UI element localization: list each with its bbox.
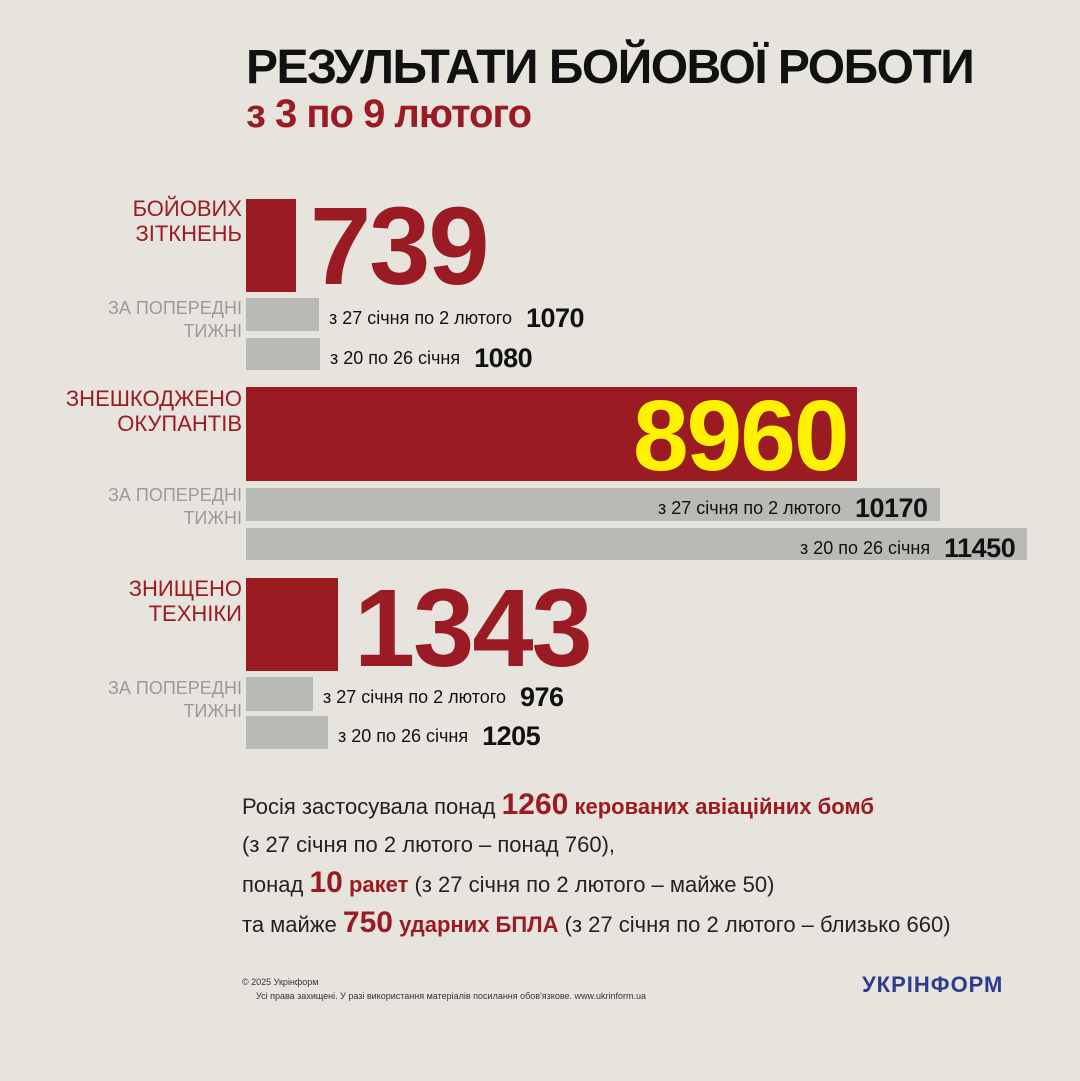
bar-previous-equipment-2 bbox=[246, 716, 328, 749]
bar-previous-clashes-1 bbox=[246, 298, 319, 331]
previous-value: 10170 bbox=[854, 493, 928, 523]
previous-entry-clashes-1: з 27 січня по 2 лютого 1070 bbox=[329, 303, 585, 333]
previous-period: з 20 по 26 січня bbox=[338, 726, 469, 746]
current-value-occupants: 8960 bbox=[633, 380, 849, 492]
summary-text: (з 27 січня по 2 лютого – майже 50) bbox=[408, 872, 775, 897]
previous-period: з 27 січня по 2 лютого bbox=[329, 308, 512, 328]
rights-text: Усі права захищені. У разі використання … bbox=[256, 991, 647, 1001]
summary-text: понад bbox=[242, 872, 310, 897]
previous-entry-occupants-2: з 20 по 26 січня 11450 bbox=[800, 533, 1016, 563]
category-label-clashes: БОЙОВИХ ЗІТКНЕНЬ bbox=[133, 196, 242, 246]
summary-highlight-missiles: ракет bbox=[342, 872, 409, 897]
summary-line-2: (з 27 січня по 2 лютого – понад 760), bbox=[242, 832, 616, 857]
current-value-clashes: 739 bbox=[310, 185, 490, 308]
page-subtitle: з 3 по 9 лютого bbox=[246, 92, 532, 136]
previous-label-line2: ТИЖНІ bbox=[183, 701, 242, 721]
category-label-line2: ЗІТКНЕНЬ bbox=[135, 221, 242, 246]
copyright-text: © 2025 Укрінформ bbox=[242, 977, 319, 987]
previous-value: 1080 bbox=[474, 343, 533, 373]
previous-value: 1070 bbox=[525, 303, 585, 333]
previous-period: з 20 по 26 січня bbox=[330, 348, 461, 368]
ukrinform-logo: УКРІНФОРМ bbox=[862, 972, 1004, 997]
bar-previous-occupants-1 bbox=[246, 488, 940, 521]
summary-line-3: понад 10 ракет (з 27 січня по 2 лютого –… bbox=[242, 864, 951, 904]
summary-line-4: та майже 750 ударних БПЛА (з 27 січня по… bbox=[242, 904, 951, 944]
previous-entry-equipment-2: з 20 по 26 січня 1205 bbox=[338, 721, 541, 751]
page-title: РЕЗУЛЬТАТИ БОЙОВОЇ РОБОТИ bbox=[246, 41, 975, 94]
previous-entry-clashes-2: з 20 по 26 січня 1080 bbox=[330, 343, 533, 373]
summary-line-1: Росія застосувала понад 1260 керованих а… bbox=[242, 786, 951, 826]
previous-entry-occupants-1: з 27 січня по 2 лютого 10170 bbox=[658, 493, 928, 523]
category-label-line2: ОКУПАНТІВ bbox=[117, 411, 242, 436]
category-label-line1: ЗНЕШКОДЖЕНО bbox=[65, 386, 242, 411]
summary-highlight-bombs: керованих авіаційних бомб bbox=[568, 794, 874, 819]
previous-weeks-label-equipment: ЗА ПОПЕРЕДНІ ТИЖНІ bbox=[108, 677, 242, 723]
previous-entry-equipment-1: з 27 січня по 2 лютого 976 bbox=[323, 682, 564, 712]
category-label-line1: БОЙОВИХ bbox=[132, 196, 242, 221]
current-value-equipment: 1343 bbox=[354, 567, 593, 690]
summary-text: та майже bbox=[242, 912, 343, 937]
summary-text: Росія застосувала понад bbox=[242, 794, 502, 819]
bar-previous-occupants-2 bbox=[246, 528, 1027, 560]
previous-weeks-label-clashes: ЗА ПОПЕРЕДНІ ТИЖНІ bbox=[108, 297, 242, 343]
copyright-block: © 2025 Укрінформ Усі права захищені. У р… bbox=[242, 975, 646, 1003]
previous-period: з 27 січня по 2 лютого bbox=[658, 498, 841, 518]
bar-current-equipment bbox=[246, 578, 338, 671]
previous-label-line1: ЗА ПОПЕРЕДНІ bbox=[108, 678, 242, 698]
category-label-line2: ТЕХНІКИ bbox=[148, 601, 242, 626]
summary-paragraph: Росія застосувала понад 1260 керованих а… bbox=[242, 786, 951, 944]
category-label-line1: ЗНИЩЕНО bbox=[128, 576, 242, 601]
bar-previous-clashes-2 bbox=[246, 338, 320, 370]
summary-text: (з 27 січня по 2 лютого – близько 660) bbox=[558, 912, 951, 937]
category-label-occupants: ЗНЕШКОДЖЕНО ОКУПАНТІВ bbox=[66, 386, 242, 436]
bar-previous-equipment-1 bbox=[246, 677, 313, 711]
previous-value: 976 bbox=[519, 682, 564, 712]
previous-label-line2: ТИЖНІ bbox=[183, 508, 242, 528]
previous-value: 1205 bbox=[482, 721, 541, 751]
previous-period: з 27 січня по 2 лютого bbox=[323, 687, 506, 707]
previous-label-line1: ЗА ПОПЕРЕДНІ bbox=[108, 485, 242, 505]
summary-number-missiles: 10 bbox=[309, 866, 343, 899]
previous-weeks-label-occupants: ЗА ПОПЕРЕДНІ ТИЖНІ bbox=[108, 484, 242, 530]
previous-value: 11450 bbox=[944, 533, 1016, 563]
previous-period: з 20 по 26 січня bbox=[800, 538, 931, 558]
summary-highlight-drones: ударних БПЛА bbox=[392, 912, 559, 937]
category-label-equipment: ЗНИЩЕНО ТЕХНІКИ bbox=[129, 576, 242, 626]
bar-current-occupants bbox=[246, 387, 857, 481]
bar-current-clashes bbox=[246, 199, 296, 292]
summary-number-drones: 750 bbox=[342, 906, 393, 939]
summary-number-bombs: 1260 bbox=[501, 788, 569, 821]
previous-label-line2: ТИЖНІ bbox=[183, 321, 242, 341]
previous-label-line1: ЗА ПОПЕРЕДНІ bbox=[108, 298, 242, 318]
